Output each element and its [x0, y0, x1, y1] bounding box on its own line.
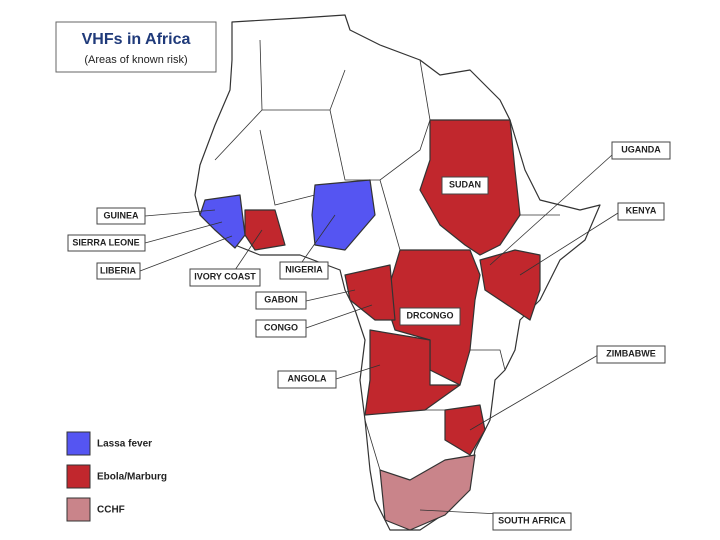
- legend-label: Ebola/Marburg: [97, 472, 167, 483]
- country-label: SOUTH AFRICA: [498, 515, 566, 525]
- subtitle: (Areas of known risk): [84, 54, 187, 66]
- zimbabwe: [444, 404, 486, 456]
- country-label: UGANDA: [621, 144, 661, 154]
- leader-lines: [139, 154, 619, 515]
- label-sudan: SUDAN: [441, 176, 489, 195]
- label-zimbabwe: ZIMBABWE: [596, 345, 666, 364]
- legend-swatch: [66, 464, 91, 489]
- country-label: IVORY COAST: [194, 271, 256, 281]
- label-drcongo: DRCONGO: [399, 307, 461, 326]
- label-sierra-leone: SIERRA LEONE: [67, 234, 146, 252]
- guinea-sierra-leone-liberia: [199, 194, 246, 249]
- legend-swatch: [66, 497, 91, 522]
- label-ivory-coast: IVORY COAST: [189, 268, 261, 287]
- borders: [214, 39, 560, 471]
- country-label: ZIMBABWE: [606, 348, 656, 358]
- country-label: LIBERIA: [100, 265, 137, 275]
- uganda-kenya: [479, 249, 541, 321]
- south-africa: [379, 454, 476, 531]
- legend-label: Lassa fever: [97, 439, 152, 450]
- country-label: SUDAN: [449, 179, 481, 189]
- country-label: CONGO: [264, 322, 298, 332]
- label-south-africa: SOUTH AFRICA: [492, 512, 572, 531]
- legend-swatch: [66, 431, 91, 456]
- label-angola: ANGOLA: [277, 370, 337, 389]
- label-kenya: KENYA: [617, 202, 665, 221]
- gabon-congo: [344, 264, 396, 321]
- country-label: DRCONGO: [407, 310, 454, 320]
- country-label: NIGERIA: [285, 264, 323, 274]
- label-gabon: GABON: [255, 291, 307, 310]
- country-label: GABON: [264, 294, 298, 304]
- country-label: GUINEA: [103, 210, 139, 220]
- title: VHFs in Africa: [82, 31, 191, 48]
- label-guinea: GUINEA: [96, 207, 146, 225]
- label-liberia: LIBERIA: [96, 262, 141, 280]
- country-label: SIERRA LEONE: [72, 237, 139, 247]
- legend: Lassa fever Ebola/Marburg CCHF: [66, 431, 167, 522]
- title-box: [55, 21, 217, 73]
- country-label: ANGOLA: [288, 373, 327, 383]
- label-congo: CONGO: [255, 319, 307, 338]
- angola: [364, 329, 461, 416]
- label-nigeria: NIGERIA: [279, 261, 329, 280]
- country-label: KENYA: [626, 205, 657, 215]
- legend-label: CCHF: [97, 505, 125, 516]
- label-uganda: UGANDA: [611, 141, 671, 160]
- nigeria: [311, 179, 376, 251]
